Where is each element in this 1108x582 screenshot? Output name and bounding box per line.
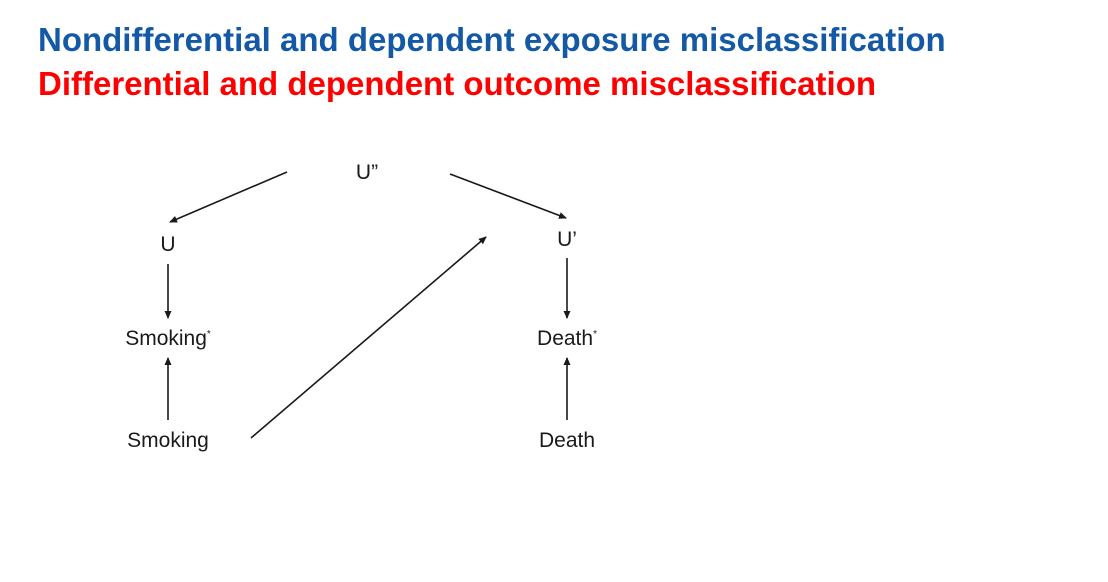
title-line-outcome: Differential and dependent outcome miscl… <box>38 65 877 102</box>
node-death-measured: Death* <box>537 326 597 352</box>
edge-smoking-to-uprime <box>250 236 487 439</box>
node-label: Smoking <box>125 327 207 350</box>
node-u: U <box>160 232 175 258</box>
node-label: U <box>160 233 176 256</box>
node-death: Death <box>539 428 595 454</box>
node-label: Smoking <box>127 429 209 452</box>
node-smoking-measured: Smoking* <box>125 326 211 352</box>
node-label: U’ <box>557 228 577 251</box>
measured-mark: * <box>206 329 211 340</box>
node-label: Death <box>537 327 594 350</box>
edge-udouble-to-uprime <box>449 173 567 219</box>
node-u-prime: U’ <box>557 227 577 253</box>
edge-udouble-to-u <box>169 171 288 223</box>
title-line-exposure: Nondifferential and dependent exposure m… <box>38 21 946 58</box>
node-smoking: Smoking <box>127 428 209 454</box>
node-label: Death <box>538 429 596 452</box>
node-u-double-prime: U” <box>356 160 378 186</box>
node-label: U” <box>355 161 379 184</box>
measured-mark: * <box>593 329 597 340</box>
